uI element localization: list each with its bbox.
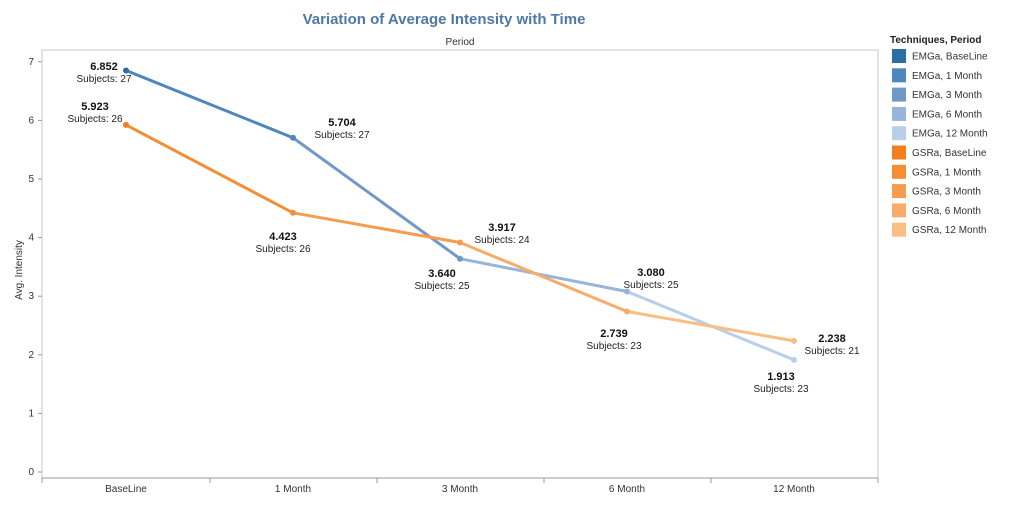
chart-title: Variation of Average Intensity with Time [303,11,586,28]
y-tick-label: 0 [28,467,34,478]
data-point-emga [624,288,630,295]
value-label: 3.640 [428,268,456,280]
x-tick-label: 1 Month [275,484,311,495]
subjects-label: Subjects: 25 [414,281,469,292]
legend-swatch [892,222,906,237]
subjects-label: Subjects: 27 [314,130,369,141]
y-tick-label: 1 [28,408,34,419]
value-label: 2.238 [818,333,846,345]
legend-item-label: GSRa, 1 Month [912,167,981,178]
value-label: 5.704 [328,117,356,129]
legend-item-label: EMGa, 1 Month [912,71,982,82]
subjects-label: Subjects: 23 [753,384,808,395]
x-tick-label: 3 Month [442,484,478,495]
column-header: Period [446,37,475,48]
legend-item-label: EMGa, BaseLine [912,52,988,63]
legend-title: Techniques, Period [890,35,982,46]
legend-item-label: GSRa, 3 Month [912,187,981,198]
legend-swatch [892,87,906,102]
legend-item-label: EMGa, 12 Month [912,129,988,140]
value-label: 4.423 [269,231,297,243]
data-point-gsra [791,337,797,344]
x-tick-label: 12 Month [773,484,815,495]
y-tick-label: 7 [28,57,34,68]
series-segment-gsra [291,211,462,244]
legend-item-label: EMGa, 6 Month [912,109,982,120]
y-tick-label: 4 [28,233,34,244]
data-point-gsra [457,239,463,246]
series-segment-emga [291,136,462,261]
legend-swatch [892,203,906,218]
value-label: 2.739 [600,328,628,340]
series-segment-gsra [124,123,295,215]
y-tick-label: 5 [28,174,34,185]
series-segment-emga [458,257,629,294]
y-tick-label: 2 [28,350,34,361]
legend-item-label: EMGa, 3 Month [912,90,982,101]
subjects-label: Subjects: 25 [623,280,678,291]
axes: 0 1 2 3 4 5 6 7 BaseLine 1 Month 3 Month 6 Month 12 … [28,49,879,495]
series-segment-gsra [625,309,796,343]
plot-frame [41,49,879,479]
x-tick-label: BaseLine [105,484,147,495]
data-point-gsra [123,121,129,128]
legend-item-label: GSRa, 6 Month [912,206,981,217]
data-point-gsra [624,308,630,315]
series-segment-gsra [458,240,629,313]
legend-swatch [892,145,906,160]
data-points [123,67,797,363]
legend-swatch [892,184,906,199]
value-label: 1.913 [767,371,795,383]
value-label: 5.923 [81,101,109,113]
value-label: 3.080 [637,267,665,279]
legend-swatch [892,49,906,63]
subjects-label: Subjects: 26 [67,114,122,125]
value-label: 6.852 [90,61,118,73]
subjects-label: Subjects: 23 [586,341,641,352]
series-lines [124,68,796,362]
legend-swatch [892,164,906,179]
data-point-emga [290,134,296,141]
subjects-label: Subjects: 27 [76,74,131,85]
legend-swatch [892,106,906,121]
legend-swatch [892,68,906,83]
x-tick-label: 6 Month [609,484,645,495]
data-point-emga [457,255,463,262]
data-point-gsra [290,209,296,216]
y-tick-label: 6 [28,115,34,126]
y-tick-label: 3 [28,291,34,302]
value-label: 3.917 [488,222,516,234]
legend: EMGa, BaseLine EMGa, 1 Month EMGa, 3 Month… [892,49,988,237]
subjects-label: Subjects: 24 [474,235,529,246]
data-point-emga [791,356,797,363]
subjects-label: Subjects: 21 [804,346,859,357]
y-axis-label: Avg. Intensity [14,240,25,300]
series-segment-emga [124,68,295,140]
data-point-emga [123,67,129,74]
legend-item-label: GSRa, 12 Month [912,225,986,236]
legend-item-label: GSRa, BaseLine [912,148,987,159]
legend-swatch [892,126,906,141]
subjects-label: Subjects: 26 [255,244,310,255]
